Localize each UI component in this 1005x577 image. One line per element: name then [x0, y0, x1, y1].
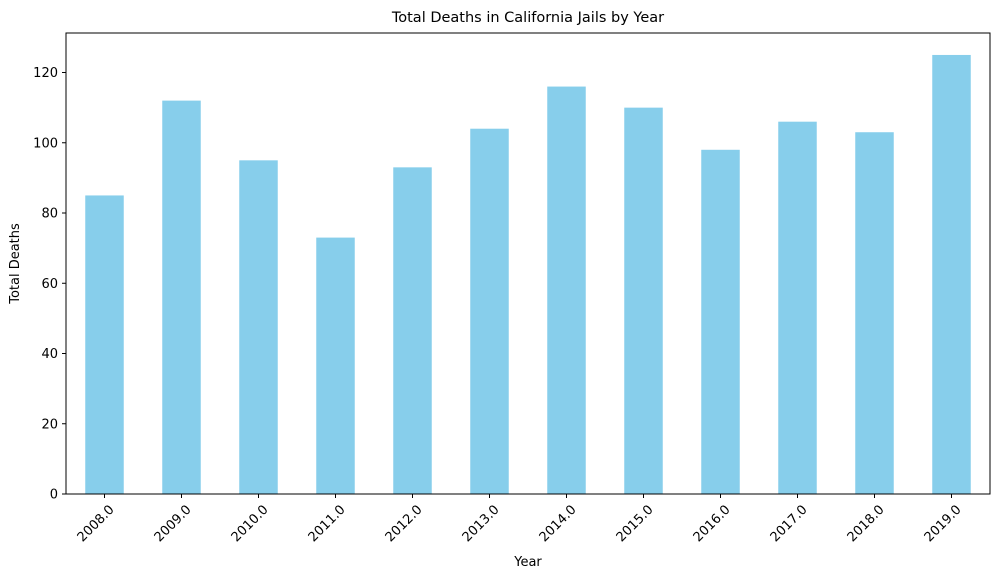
bar-2016.0 [701, 149, 740, 494]
x-tick-label: 2017.0 [768, 502, 811, 545]
bar-2015.0 [624, 107, 663, 494]
bar-2012.0 [393, 167, 432, 494]
bar-2018.0 [855, 132, 894, 494]
y-tick-label: 20 [41, 417, 58, 432]
bar-2008.0 [85, 195, 124, 494]
bar-2011.0 [316, 237, 355, 494]
x-axis-label: Year [513, 555, 542, 570]
x-tick-label: 2013.0 [460, 502, 503, 545]
x-tick-label: 2011.0 [306, 502, 349, 545]
bar-2013.0 [470, 128, 509, 494]
y-tick-label: 120 [33, 66, 58, 81]
y-tick-label: 80 [41, 207, 58, 222]
x-tick-label: 2018.0 [845, 502, 888, 545]
bar-2017.0 [778, 121, 817, 494]
bar-2019.0 [932, 54, 971, 494]
x-axis: 2008.0 2009.0 2010.0 2011.0 2012.0 2013.0 2014… [75, 494, 965, 545]
y-axis-label: Total Deaths [8, 223, 23, 305]
y-tick-label: 100 [33, 136, 58, 151]
x-tick-label: 2009.0 [152, 502, 195, 545]
plot-frame [65, 32, 991, 495]
bar-2009.0 [162, 100, 201, 494]
y-tick-label: 40 [41, 347, 58, 362]
x-tick-label: 2008.0 [75, 502, 118, 545]
x-tick-label: 2019.0 [922, 502, 965, 545]
bars-layer [85, 54, 971, 495]
x-tick-label: 2012.0 [383, 502, 426, 545]
x-tick-label: 2010.0 [229, 502, 272, 545]
y-tick-label: 60 [41, 277, 58, 292]
x-tick-label: 2014.0 [537, 502, 580, 545]
x-tick-label: 2015.0 [614, 502, 657, 545]
y-tick-label: 0 [50, 488, 58, 503]
bar-2010.0 [239, 160, 278, 495]
y-axis: 0 20 40 60 80 100 120 [33, 66, 66, 503]
x-tick-label: 2016.0 [691, 502, 734, 545]
bar-2014.0 [547, 86, 586, 494]
chart-title: Total Deaths in California Jails by Year [391, 10, 664, 26]
